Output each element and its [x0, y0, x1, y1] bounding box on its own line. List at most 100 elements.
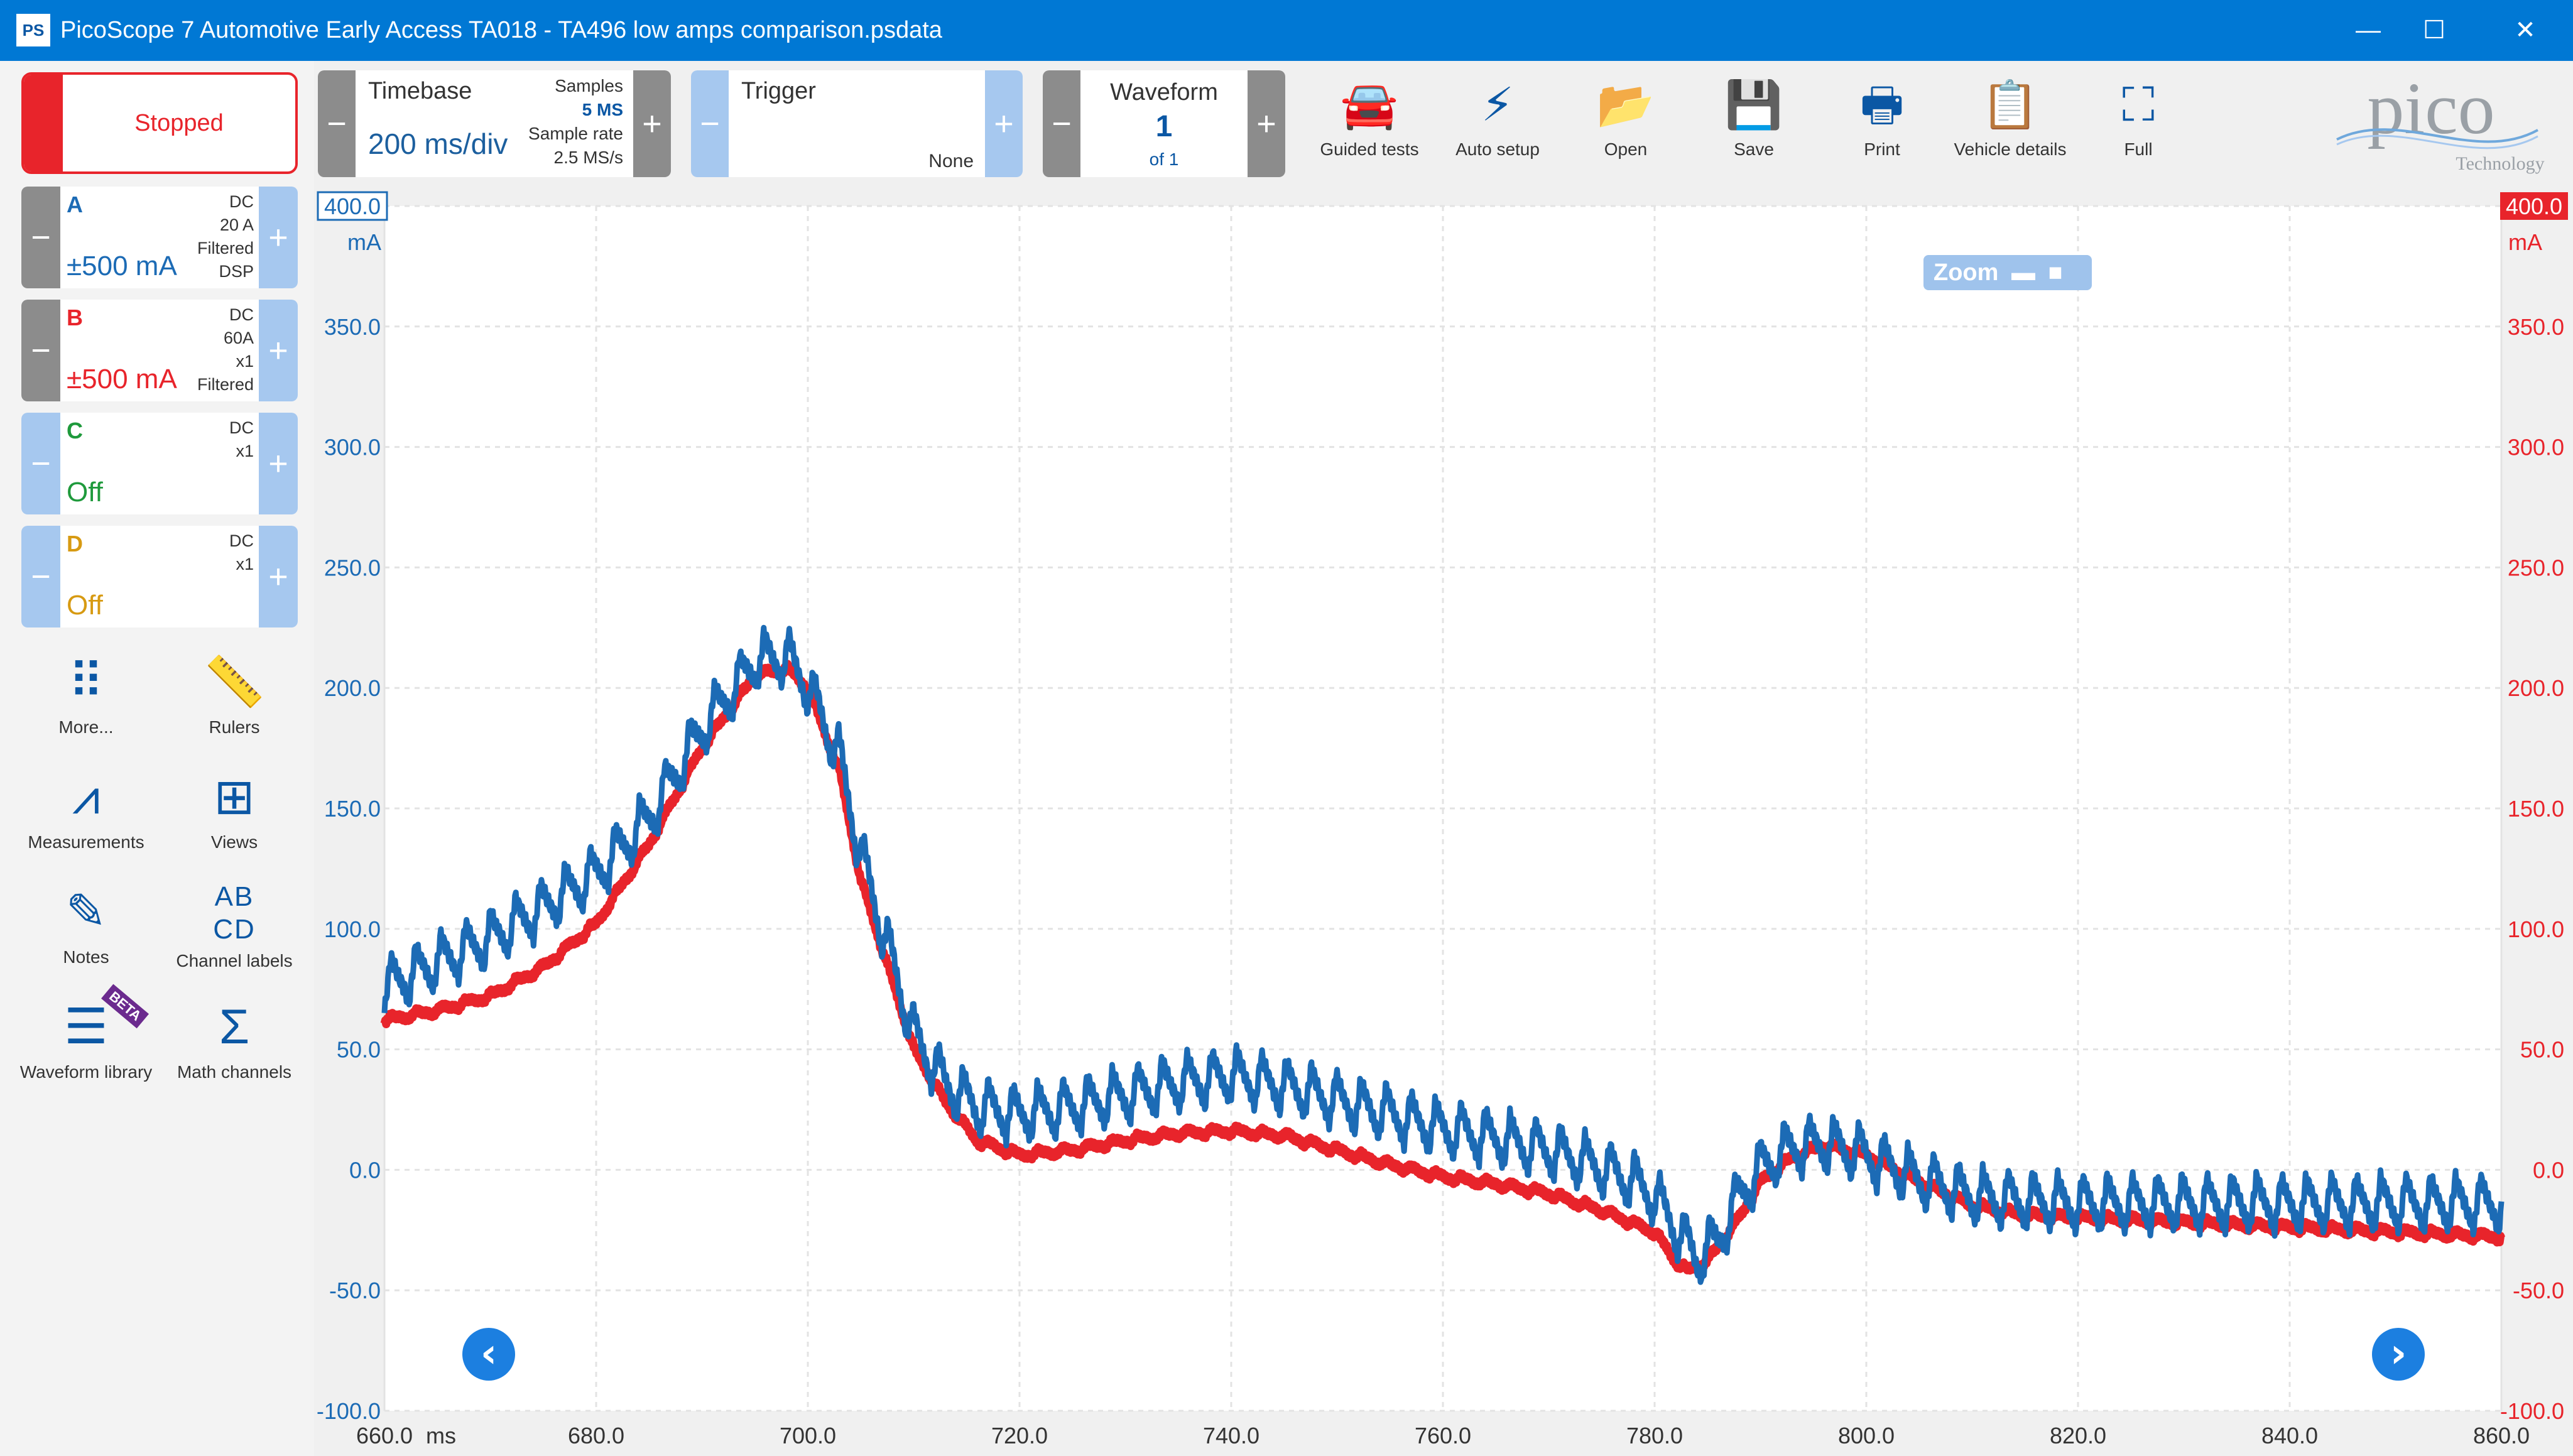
printer-icon: 🖶	[1860, 79, 1904, 131]
channel-labels-icon: ABCD	[213, 881, 256, 945]
trigger-increase-button[interactable]: +	[985, 70, 1023, 177]
channel-setting: x1	[236, 555, 254, 573]
tool-label: Waveform library	[19, 1062, 153, 1082]
run-state-indicator	[24, 75, 63, 171]
notes-tool-button[interactable]: ✎ Notes	[14, 877, 158, 969]
tool-label: Math channels	[177, 1062, 292, 1082]
x-axis-unit: ms	[426, 1423, 456, 1448]
timebase-label: Timebase	[368, 78, 472, 104]
channel-d-card[interactable]: − D Off DC x1 +	[21, 526, 298, 627]
trigger-decrease-button[interactable]: −	[691, 70, 729, 177]
dots-grid-tool-button[interactable]: ⠿ More...	[14, 647, 158, 739]
channel-b-card[interactable]: − B ±500 mA DC 60A x1 Filtered +	[21, 300, 298, 401]
channel-range-increase-button[interactable]: +	[259, 526, 298, 627]
x-tick-label: 700.0	[780, 1423, 836, 1448]
zoom-overlay[interactable]: Zoom ▬ ■ ✕	[1923, 255, 2092, 321]
channel-setting: 20 A	[219, 215, 254, 234]
waveform-count: of 1	[1149, 149, 1179, 169]
samples-value[interactable]: 5 MS	[582, 100, 623, 119]
left-y-unit: mA	[347, 229, 381, 255]
waveform-previous-button[interactable]: −	[1043, 70, 1080, 177]
waveform-library-tool-button[interactable]: ☰ Waveform library BETA	[14, 984, 158, 1084]
zoom-restore-icon[interactable]: ■	[2048, 259, 2063, 286]
run-stop-button[interactable]: Stopped	[21, 72, 298, 174]
right-scale-marker[interactable]	[2500, 192, 2568, 220]
channel-settings: DC 20 A Filtered DSP	[197, 190, 254, 283]
compass-tool-button[interactable]: ⩘ Measurements	[14, 762, 158, 854]
trigger-mode[interactable]: None	[928, 151, 974, 171]
guided-tests-button[interactable]: 🚘 Guided tests	[1307, 70, 1432, 160]
open-button[interactable]: 📂 Open	[1563, 70, 1689, 160]
toolbar-button-label: Guided tests	[1320, 139, 1419, 159]
chevron-right-scroll-button[interactable]: ›	[2372, 1328, 2425, 1381]
samples-label: Samples	[555, 76, 623, 95]
run-state-label: Stopped	[134, 110, 224, 136]
minimize-button[interactable]: —	[2356, 16, 2381, 44]
channel-labels-tool-button[interactable]: ABCD Channel labels	[162, 877, 307, 972]
tool-label: Channel labels	[176, 951, 293, 970]
channel-range[interactable]: Off	[67, 477, 103, 508]
waveform-next-button[interactable]: +	[1248, 70, 1285, 177]
ruler-tool-button[interactable]: 📏 Rulers	[162, 647, 307, 739]
grid-view-tool-button[interactable]: ⊞ Views	[162, 762, 307, 854]
dots-grid-icon: ⠿	[68, 654, 104, 709]
channel-range-decrease-button[interactable]: −	[21, 413, 60, 514]
channel-name: A	[67, 192, 83, 217]
close-button[interactable]: ✕	[2515, 16, 2536, 44]
tool-label: Measurements	[28, 832, 144, 852]
x-tick-label: 840.0	[2261, 1423, 2318, 1448]
window-title: PicoScope 7 Automotive Early Access TA01…	[60, 17, 942, 43]
left-y-tick-label: -50.0	[329, 1278, 381, 1303]
left-scale-marker[interactable]	[317, 191, 388, 221]
left-y-tick-label: 50.0	[337, 1037, 381, 1063]
auto-setup-button[interactable]: ⚡ Auto setup	[1435, 70, 1560, 160]
left-y-tick-label: 0.0	[349, 1157, 381, 1183]
timebase-decrease-button[interactable]: −	[318, 70, 356, 177]
x-tick-label: 820.0	[2050, 1423, 2106, 1448]
channel-range-increase-button[interactable]: +	[259, 187, 298, 288]
channel-range-increase-button[interactable]: +	[259, 300, 298, 401]
save-button[interactable]: 💾 Save	[1691, 70, 1817, 160]
toolbar-button-label: Save	[1734, 139, 1774, 159]
channel-range[interactable]: ±500 mA	[67, 251, 177, 281]
timebase-value[interactable]: 200 ms/div	[368, 128, 508, 160]
channel-range-decrease-button[interactable]: −	[21, 300, 60, 401]
x-tick-label: 720.0	[991, 1423, 1048, 1448]
toolbar-button-label: Full	[2124, 139, 2153, 159]
channel-setting: x1	[236, 352, 254, 371]
channel-range-decrease-button[interactable]: −	[21, 526, 60, 627]
left-y-tick-label: 150.0	[324, 796, 381, 822]
toolbar-button-label: Open	[1604, 139, 1648, 159]
timebase-increase-button[interactable]: +	[633, 70, 671, 177]
maximize-button[interactable]: ☐	[2423, 16, 2445, 44]
chevron-left-icon[interactable]	[462, 1328, 515, 1381]
chevron-left-scroll-button[interactable]: ‹	[462, 1328, 515, 1381]
right-scale-max: 400.0	[2506, 193, 2562, 219]
channel-range-decrease-button[interactable]: −	[21, 187, 60, 288]
right-y-tick-label: -50.0	[2513, 1278, 2564, 1303]
channel-range[interactable]: ±500 mA	[67, 364, 177, 394]
channel-a-card[interactable]: − A ±500 mA DC 20 A Filtered DSP +	[21, 187, 298, 288]
plot-axes: 660.0 680.0 700.0 720.0 740.0 760.0 780.0 800.0…	[317, 191, 2568, 1448]
print-button[interactable]: 🖶 Print	[1819, 70, 1945, 160]
channel-range-increase-button[interactable]: +	[259, 413, 298, 514]
channel-setting: DSP	[219, 262, 254, 281]
channel-range[interactable]: Off	[67, 590, 103, 621]
right-y-unit: mA	[2508, 229, 2542, 255]
chevron-right-icon[interactable]	[2372, 1328, 2425, 1381]
folder-icon: 📂	[1596, 79, 1655, 131]
sidebar	[0, 61, 314, 1456]
notes-icon: ✎	[65, 884, 107, 939]
right-y-tick-label: 150.0	[2508, 796, 2564, 822]
zoom-close-icon[interactable]: ✕	[1930, 295, 1950, 321]
zoom-minimize-icon[interactable]: ▬	[2011, 259, 2035, 286]
x-tick-label: 860.0	[2473, 1423, 2530, 1448]
channel-c-card[interactable]: − C Off DC x1 +	[21, 413, 298, 514]
left-y-tick-label: 250.0	[324, 555, 381, 580]
vehicle-details-button[interactable]: 📋 Vehicle details	[1947, 70, 2073, 160]
plot-grid	[383, 205, 2503, 1412]
sigma-tool-button[interactable]: Σ Math channels	[162, 992, 307, 1084]
x-tick-label: 760.0	[1415, 1423, 1471, 1448]
full-button[interactable]: ⛶ Full	[2075, 70, 2201, 160]
